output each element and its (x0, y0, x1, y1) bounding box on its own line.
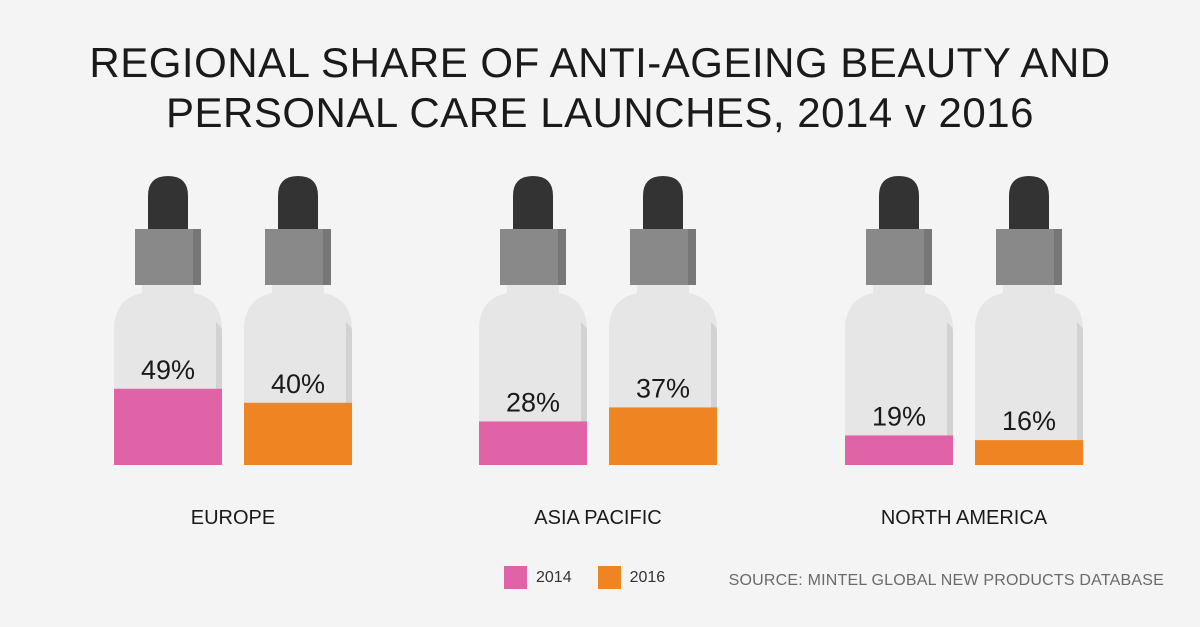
bar-europe-2016 (244, 402, 352, 465)
dropper-collar (996, 229, 1062, 285)
legend-item-2014: 2014 (504, 566, 572, 589)
bar-asia-pacific-2016 (609, 407, 717, 465)
legend-item-2016: 2016 (597, 566, 666, 589)
bottle-body (975, 285, 1083, 465)
bottle-body (845, 285, 953, 465)
bar-asia-pacific-2014 (479, 421, 587, 465)
data-label-north-america-2014: 19% (872, 401, 926, 431)
data-label-europe-2016: 40% (271, 369, 325, 399)
category-label-north-america: NORTH AMERICA (881, 507, 1048, 529)
bottle-shade (1077, 322, 1083, 465)
legend-label-2014: 2014 (536, 568, 572, 586)
dropper-collar-shade (323, 229, 331, 285)
dropper-cap-icon (1009, 176, 1049, 236)
dropper-collar-shade (688, 229, 696, 285)
bar-north-america-2014 (845, 435, 953, 465)
dropper-collar-shade (924, 229, 932, 285)
legend: 2014 2016 (504, 566, 691, 589)
dropper-cap-icon (513, 176, 553, 236)
bar-europe-2014 (114, 388, 222, 465)
chart-title-line-1: REGIONAL SHARE OF ANTI-AGEING BEAUTY AND (89, 39, 1111, 86)
bar-north-america-2016 (975, 440, 1083, 465)
source-note: SOURCE: MINTEL GLOBAL NEW PRODUCTS DATAB… (728, 572, 1164, 589)
dropper-cap-icon (278, 176, 318, 236)
data-label-asia-pacific-2014: 28% (506, 387, 560, 417)
bottle-shade (947, 322, 953, 465)
dropper-cap-icon (879, 176, 919, 236)
legend-label-2016: 2016 (629, 568, 666, 586)
chart-title: REGIONAL SHARE OF ANTI-AGEING BEAUTY AND… (0, 38, 1200, 138)
category-label-asia-pacific: ASIA PACIFIC (534, 507, 661, 529)
dropper-cap-icon (148, 176, 188, 236)
category-label-europe: EUROPE (191, 507, 275, 529)
data-label-north-america-2016: 16% (1002, 406, 1056, 436)
dropper-collar-shade (193, 229, 201, 285)
data-label-asia-pacific-2016: 37% (636, 373, 690, 403)
legend-swatch-2016 (597, 566, 621, 589)
dropper-collar (630, 229, 696, 285)
dropper-collar (866, 229, 932, 285)
dropper-collar (135, 229, 201, 285)
bottle-body (479, 285, 587, 465)
dropper-collar (265, 229, 331, 285)
dropper-collar-shade (1054, 229, 1062, 285)
data-label-europe-2014: 49% (141, 355, 195, 385)
dropper-collar-shade (558, 229, 566, 285)
dropper-collar (500, 229, 566, 285)
dropper-cap-icon (643, 176, 683, 236)
legend-swatch-2014 (504, 566, 527, 589)
chart-title-line-2: PERSONAL CARE LAUNCHES, 2014 v 2016 (166, 89, 1034, 136)
